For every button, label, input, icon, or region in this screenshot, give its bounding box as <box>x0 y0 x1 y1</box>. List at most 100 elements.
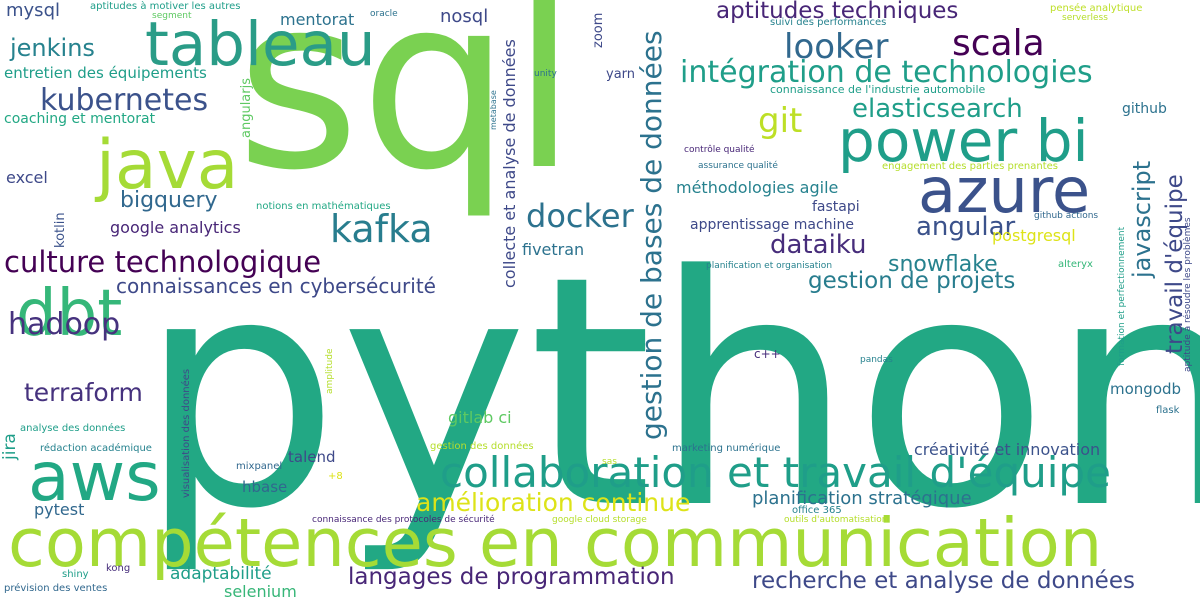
word-planification-strategique: planification stratégique <box>752 488 972 509</box>
word-methodologies-agile: méthodologies agile <box>676 178 839 197</box>
word-shiny: shiny <box>62 569 89 580</box>
word-creativite-et-innovation: créativité et innovation <box>914 440 1101 459</box>
word-docker: docker <box>526 197 634 235</box>
word-connaissances-en-cybersecurite: connaissances en cybersécurité <box>116 274 436 298</box>
word-outils-dautomatisation: outils d'automatisation <box>784 515 888 525</box>
word-kong: kong <box>106 563 131 574</box>
word-elasticsearch: elasticsearch <box>852 94 1023 124</box>
word-gestion-des-donnees: gestion des données <box>430 441 534 452</box>
word-angular: angular <box>916 212 1016 242</box>
word-sas: sas <box>602 457 617 467</box>
word-mysql: mysql <box>6 0 60 21</box>
word-unity: unity <box>534 69 557 79</box>
word-aptitude-a-resoudre-les-problemes: aptitude à résoudre les problèmes <box>1183 217 1193 372</box>
word-fastapi: fastapi <box>812 199 860 215</box>
word-postgresql: postgresql <box>992 226 1076 245</box>
word-marketing-numerique: marketing numérique <box>672 443 781 454</box>
word-tableau: tableau <box>145 9 376 80</box>
word-hbase: hbase <box>242 478 288 496</box>
word-serverless: serverless <box>1062 13 1108 23</box>
word-collecte-et-analyse-de-donnees: collecte et analyse de données <box>500 39 519 288</box>
word-prevision-des-ventes: prévision des ventes <box>4 583 108 594</box>
word-jenkins: jenkins <box>10 34 95 62</box>
word-apprentissage-machine: apprentissage machine <box>690 217 854 233</box>
word-analyse-des-donnees: analyse des données <box>20 423 126 434</box>
word-connaissance-des-protocoles-de-securite: connaissance des protocoles de sécurité <box>312 515 495 525</box>
word-alteryx: alteryx <box>1058 259 1093 270</box>
word-entretien-des-equipements: entretien des équipements <box>4 64 207 82</box>
word-selenium: selenium <box>224 582 297 600</box>
word-notions-en-mathematiques: notions en mathématiques <box>256 201 391 212</box>
word-kubernetes: kubernetes <box>40 83 209 118</box>
word-google-analytics: google analytics <box>110 218 241 237</box>
word-mentorat: mentorat <box>280 10 355 29</box>
word-culture-technologique: culture technologique <box>4 245 322 279</box>
word-redaction-academique: rédaction académique <box>40 443 152 454</box>
word-github-actions: github actions <box>1034 211 1099 221</box>
word-pytest: pytest <box>34 500 85 519</box>
word-gitlab-ci: gitlab ci <box>448 408 512 427</box>
word-yarn: yarn <box>606 67 636 82</box>
word-office-365: office 365 <box>792 505 842 516</box>
word-flask: flask <box>1156 405 1180 416</box>
word-adaptabilite: adaptabilité <box>170 564 272 584</box>
word-competences-en-communication: compétences en communication <box>8 504 1103 582</box>
word-cpp: c++ <box>754 347 781 361</box>
word-pandas: pandas <box>860 355 893 365</box>
word-talend: talend <box>288 448 336 466</box>
word-assurance-qualite: assurance qualité <box>698 161 778 171</box>
word-kotlin: kotlin <box>53 212 68 248</box>
word-segment: segment <box>152 11 192 21</box>
word-aptitudes-a-motiver-les-autres: aptitudes à motiver les autres <box>90 1 241 12</box>
word-gestion-de-projets: gestion de projets <box>808 268 1016 294</box>
word-excel: excel <box>6 168 48 187</box>
word-looker: looker <box>784 27 889 67</box>
word-snowflake: snowflake <box>888 252 998 277</box>
word-javascript: javascript <box>1128 160 1156 278</box>
word-mixpanel: mixpanel <box>236 461 283 472</box>
word-suivi-des-performances: suivi des performances <box>770 17 887 28</box>
word-scala: scala <box>952 23 1045 64</box>
word-google-cloud-storage: google cloud storage <box>552 515 647 525</box>
word-bigquery: bigquery <box>120 188 218 213</box>
word-zoom: zoom <box>591 12 606 48</box>
word-hadoop: hadoop <box>8 307 121 342</box>
word-kafka: kafka <box>330 207 433 251</box>
word-controle-qualite: contrôle qualité <box>684 145 755 155</box>
word-langages-de-programmation: langages de programmation <box>348 564 675 590</box>
word-dbt: dbt <box>16 277 123 351</box>
word-oracle: oracle <box>370 9 398 19</box>
word-dataiku: dataiku <box>770 230 867 260</box>
word-recherche-et-analyse-de-donnees: recherche et analyse de données <box>752 568 1135 594</box>
word-engagement-des-parties-prenantes: engagement des parties prenantes <box>882 161 1058 172</box>
word-azure: azure <box>918 154 1091 227</box>
word-amelioration-continue: amélioration continue <box>416 488 691 517</box>
word-coaching-et-mentorat: coaching et mentorat <box>4 111 156 127</box>
word-fivetran: fivetran <box>522 240 585 259</box>
word-gestion-de-bases-de-donnees: gestion de bases de données <box>635 30 668 440</box>
word-plus-8: +8 <box>328 471 343 482</box>
word-planification-et-organisation: planification et organisation <box>706 261 833 271</box>
word-metabase: metabase <box>489 90 498 130</box>
word-sql: sql <box>236 0 578 223</box>
word-angularjs: angularjs <box>239 77 254 138</box>
word-jira: jira <box>0 433 20 460</box>
word-visualisation-des-donnees: visualisation des données <box>181 368 192 498</box>
word-java: java <box>96 126 239 205</box>
word-mongodb: mongodb <box>1110 380 1182 398</box>
word-git: git <box>758 101 803 141</box>
word-power-bi: power bi <box>838 107 1089 175</box>
word-aws: aws <box>28 438 161 517</box>
word-terraform: terraform <box>24 378 143 407</box>
word-github: github <box>1122 101 1167 117</box>
word-nosql: nosql <box>440 6 489 27</box>
word-pensee-analytique: pensée analytique <box>1050 3 1143 14</box>
word-python: python <box>138 208 1200 578</box>
word-connaissance-de-lindustrie-automobile: connaissance de l'industrie automobile <box>770 83 986 96</box>
word-aptitudes-techniques: aptitudes techniques <box>716 0 959 24</box>
word-amplitude: amplitude <box>325 348 335 394</box>
word-integration-de-technologies: intégration de technologies <box>680 55 1093 90</box>
word-formation-et-perfectionnement: formation et perfectionnement <box>1117 226 1127 366</box>
word-collaboration-et-travail-dequipe: collaboration et travail d'équipe <box>440 448 1111 497</box>
